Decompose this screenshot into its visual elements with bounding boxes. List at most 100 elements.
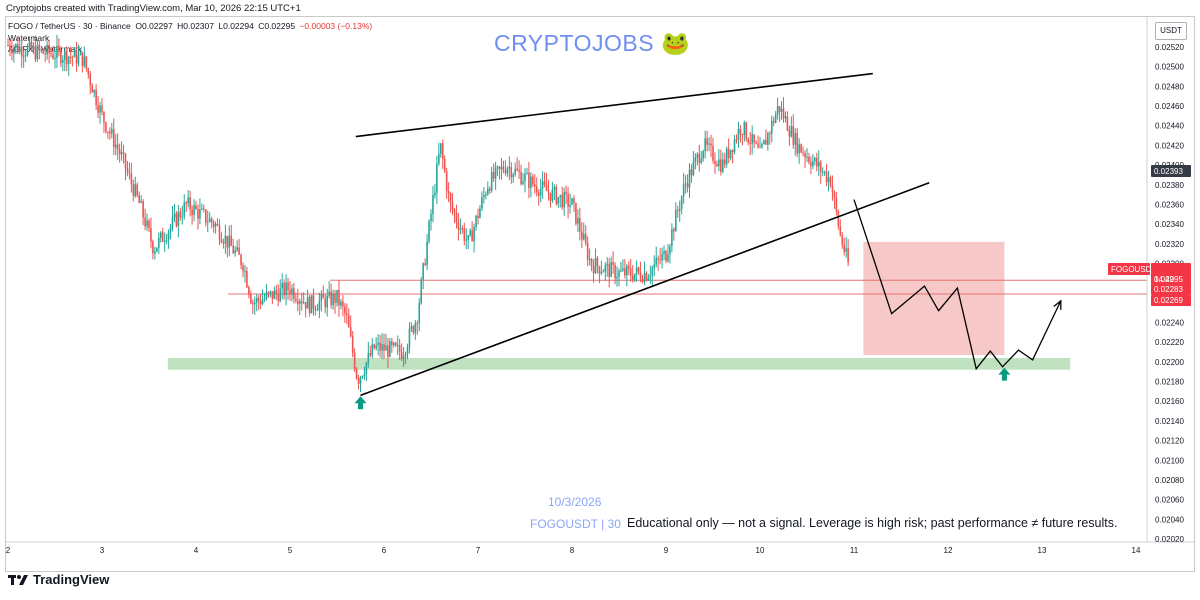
- candle-body: [416, 323, 419, 325]
- candle-body: [402, 356, 405, 360]
- candle-body: [712, 145, 714, 161]
- projected-path[interactable]: [853, 199, 1062, 371]
- candle-body: [457, 222, 460, 230]
- arrows-group: [354, 367, 1011, 410]
- candle-body: [535, 186, 538, 193]
- candle-body: [735, 139, 738, 141]
- candle-body: [579, 218, 581, 232]
- candle-body: [633, 273, 636, 280]
- candle-body: [533, 184, 536, 187]
- candle-body: [206, 221, 209, 223]
- candle-body: [629, 268, 632, 276]
- candle-body: [434, 192, 436, 196]
- candle-body: [802, 152, 804, 154]
- candle-body: [647, 277, 650, 281]
- candle-body: [297, 300, 299, 304]
- candle-body: [778, 106, 781, 112]
- candle-body: [757, 143, 759, 148]
- candle-body: [265, 292, 268, 299]
- candle-body: [210, 218, 213, 223]
- candle-body: [336, 289, 338, 303]
- candle-body: [522, 181, 524, 184]
- candle-body: [776, 106, 779, 115]
- tradingview-logo[interactable]: TradingView: [8, 572, 109, 587]
- support-zone: [167, 357, 1071, 370]
- candle-body: [831, 186, 834, 193]
- candle-body: [445, 171, 448, 192]
- candle-body: [36, 45, 39, 60]
- candle-body: [230, 235, 233, 246]
- candle-body: [602, 271, 605, 273]
- chart-caption: Cryptojobs created with TradingView.com,…: [6, 3, 301, 14]
- candle-body: [573, 198, 575, 203]
- line-2-tag: 0.02269: [1154, 296, 1183, 305]
- candle-body: [52, 54, 54, 59]
- candle-body: [285, 282, 287, 296]
- candle-body: [772, 120, 775, 123]
- indicator-watermark[interactable]: Watermark: [8, 33, 50, 43]
- candle-body: [780, 108, 783, 112]
- candle-body: [159, 232, 162, 238]
- candle-body: [508, 167, 511, 169]
- candle-body: [606, 263, 609, 266]
- currency-selector[interactable]: USDT: [1155, 22, 1187, 40]
- candle-body: [792, 125, 795, 145]
- symbol-line: FOGO / TetherUS · 30 · Binance: [8, 21, 131, 31]
- candle-body: [150, 228, 152, 242]
- candle-body: [825, 171, 828, 182]
- candle-body: [7, 45, 9, 47]
- candle-body: [643, 272, 646, 282]
- candle-body: [829, 177, 832, 187]
- candle-body: [177, 211, 180, 226]
- candle-body: [782, 108, 785, 119]
- candle-body: [704, 138, 706, 152]
- candle-body: [377, 342, 379, 345]
- candle-body: [326, 295, 329, 308]
- candle-body: [224, 235, 227, 244]
- price-tick-label: 0.02120: [1155, 437, 1184, 446]
- candle-body: [34, 46, 37, 60]
- candle-body: [567, 194, 569, 207]
- candle-body: [112, 129, 115, 148]
- candle-body: [555, 187, 558, 204]
- candle-body: [116, 144, 119, 150]
- candle-body: [837, 211, 840, 227]
- candle-body: [443, 158, 446, 172]
- candle-body: [344, 306, 346, 314]
- candle-body: [479, 208, 481, 219]
- time-tick-label: 6: [382, 546, 387, 555]
- upper-wedge-line[interactable]: [355, 72, 873, 138]
- price-tick-label: 0.02140: [1155, 417, 1184, 426]
- candle-body: [279, 288, 282, 302]
- candle-body: [246, 271, 248, 288]
- candle-body: [28, 41, 31, 47]
- candle-body: [379, 342, 381, 351]
- time-tick-label: 4: [194, 546, 199, 555]
- candle-body: [302, 302, 305, 304]
- candle-body: [438, 153, 440, 164]
- candle-body: [165, 240, 168, 242]
- candle-body: [520, 171, 522, 184]
- candle-body: [727, 148, 730, 159]
- candle-body: [161, 232, 164, 242]
- candle-body: [676, 210, 679, 212]
- candle-body: [281, 282, 283, 289]
- candle-body: [620, 270, 622, 272]
- candle-body: [424, 263, 426, 265]
- candle-body: [839, 226, 842, 235]
- candle-body: [392, 343, 395, 346]
- candle-body: [316, 309, 319, 311]
- candle-body: [569, 204, 571, 207]
- candle-body: [823, 171, 826, 173]
- candle-body: [721, 159, 724, 172]
- lower-wedge-line[interactable]: [360, 182, 930, 397]
- price-tick-label: 0.02180: [1155, 378, 1184, 387]
- candle-body: [367, 353, 370, 363]
- price-tick-label: 0.02340: [1155, 220, 1184, 229]
- candle-body: [369, 353, 372, 356]
- price-tick-label: 0.02440: [1155, 122, 1184, 131]
- time-axis[interactable]: 2 3 4 5 6 7 8 9 10 11 12 13 14: [6, 546, 1141, 555]
- candle-body: [526, 172, 528, 175]
- candle-body: [659, 259, 661, 261]
